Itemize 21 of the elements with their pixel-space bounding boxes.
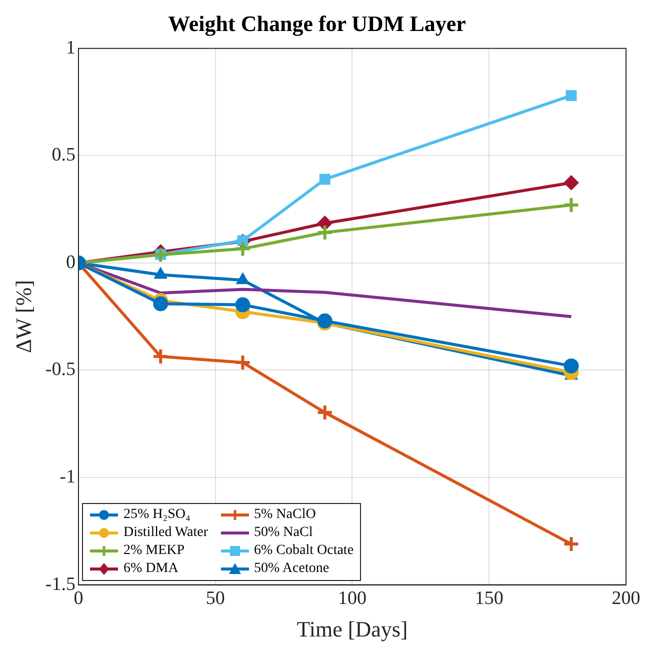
- x-tick-label: 100: [338, 588, 366, 610]
- y-tick-label: 0.5: [52, 144, 76, 166]
- y-tick-label: -0.5: [45, 359, 76, 380]
- legend-label: Distilled Water: [123, 524, 208, 541]
- chart-title: Weight Change for UDM Layer: [168, 10, 466, 36]
- x-tick-label: 50: [206, 588, 225, 610]
- y-tick-label: -1: [60, 466, 76, 488]
- legend-label: 25% H₂SO₄: [123, 506, 190, 523]
- x-tick-label: 200: [612, 588, 640, 610]
- legend-label: 6% Cobalt Octate: [254, 542, 354, 559]
- y-tick-label: -1.5: [45, 574, 76, 595]
- legend-label: 50% Acetone: [254, 560, 330, 577]
- legend-label: 5% NaClO: [254, 506, 316, 523]
- legend-label: 6% DMA: [123, 560, 178, 577]
- y-tick-label: 0: [66, 252, 76, 273]
- x-axis-title: Time [Days]: [296, 616, 408, 642]
- x-tick-label: 150: [474, 588, 504, 610]
- legend-label: 2% MEKP: [123, 542, 185, 559]
- y-axis-title: ΔW [%]: [10, 280, 36, 354]
- legend-label: 50% NaCl: [254, 524, 313, 541]
- y-tick-label: 1: [66, 37, 76, 58]
